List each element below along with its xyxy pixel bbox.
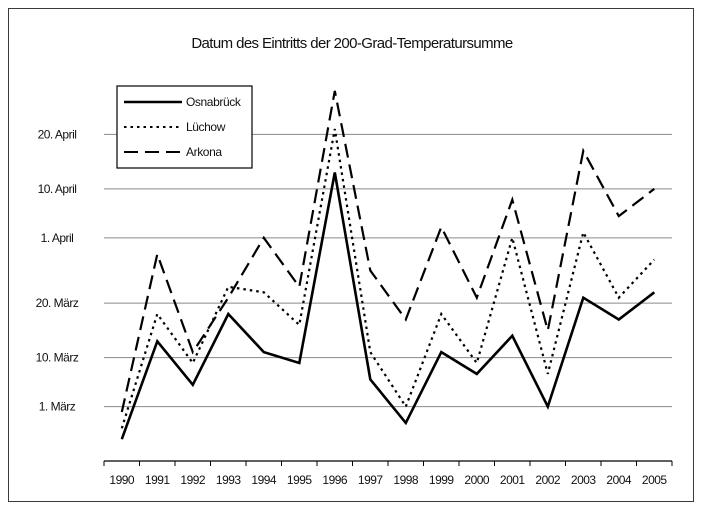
x-axis-tick-labels: 1990 1991 1992 1993 1994 1995 1996 1997 1998 1999… — [109, 473, 668, 487]
x-tick-label: 1991 — [145, 473, 171, 487]
legend-label: Arkona — [186, 145, 222, 159]
y-axis-tick-labels: 1. März 10. März 20. März 1. April 10. April… — [36, 127, 80, 414]
x-tick-label: 1990 — [109, 473, 135, 487]
chart-title: Datum des Eintritts der 200-Grad-Tempera… — [191, 35, 513, 52]
series-line-arkona — [120, 90, 655, 413]
x-tick-label: 2000 — [464, 473, 490, 487]
y-tick-label: 1. März — [39, 400, 76, 414]
x-tick-label: 2004 — [606, 473, 632, 487]
x-tick-label: 2002 — [535, 473, 561, 487]
x-tick-label: 2001 — [500, 473, 526, 487]
grid-lines — [104, 133, 672, 408]
x-tick-label: 1996 — [322, 473, 348, 487]
y-tick-label: 20. März — [36, 296, 79, 310]
x-tick-label: 1994 — [251, 473, 277, 487]
x-tick-label: 2005 — [642, 473, 668, 487]
x-tick-label: 1999 — [429, 473, 455, 487]
y-tick-label: 1. April — [41, 231, 74, 245]
y-tick-label: 10. März — [36, 351, 79, 365]
legend: Osnabrück Lüchow Arkona — [116, 85, 253, 169]
series-line-osnabr-ck — [120, 172, 656, 440]
legend-label: Lüchow — [186, 120, 226, 134]
x-tick-label: 1993 — [216, 473, 242, 487]
series-line-l-chow — [120, 128, 656, 429]
y-tick-label: 20. April — [38, 127, 77, 141]
legend-label: Osnabrück — [186, 95, 242, 109]
y-tick-label: 10. April — [38, 182, 77, 196]
x-tick-label: 2003 — [571, 473, 597, 487]
x-axis — [103, 460, 673, 466]
series-lines — [120, 90, 656, 440]
x-tick-label: 1997 — [358, 473, 384, 487]
x-tick-label: 1995 — [287, 473, 313, 487]
x-tick-label: 1992 — [180, 473, 206, 487]
x-tick-label: 1998 — [393, 473, 419, 487]
